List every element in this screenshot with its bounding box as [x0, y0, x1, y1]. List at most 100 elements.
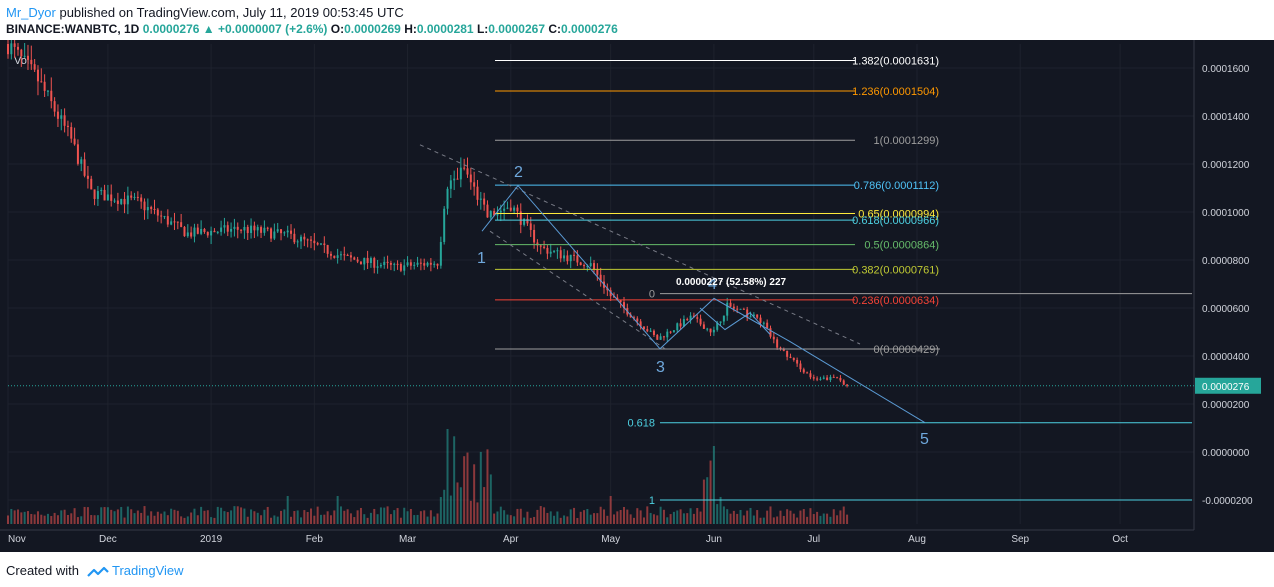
volume-bar: [503, 510, 506, 524]
volume-bar: [759, 517, 762, 524]
volume-bar: [386, 506, 389, 524]
volume-bar: [526, 511, 529, 524]
candle-body: [263, 227, 266, 233]
candle-body: [493, 211, 496, 216]
volume-bar: [706, 477, 709, 524]
volume-bar: [736, 513, 739, 524]
candle-body: [260, 227, 263, 233]
candle-body: [236, 226, 239, 230]
candle-body: [819, 378, 822, 380]
candle-body: [140, 197, 143, 202]
volume-bar: [333, 510, 336, 524]
volume-bar: [752, 515, 755, 524]
volume-bar: [260, 515, 263, 524]
candle-body: [136, 196, 139, 198]
volume-bar: [466, 452, 469, 524]
y-tick-label: 0.0000200: [1202, 400, 1250, 411]
candle-body: [483, 198, 486, 205]
wave-label: 4: [708, 276, 717, 293]
created-with: Created with TradingView: [6, 563, 184, 578]
candle-body: [762, 322, 765, 324]
volume-bar: [672, 511, 675, 524]
volume-bar: [43, 515, 46, 524]
candle-body: [543, 246, 546, 248]
candle-body: [280, 229, 283, 234]
tradingview-brand[interactable]: TradingView: [112, 563, 184, 578]
volume-bar: [483, 487, 486, 524]
open-value: 0.0000269: [344, 22, 401, 36]
candle-body: [70, 127, 73, 139]
volume-bar: [739, 509, 742, 524]
volume-bar: [842, 506, 845, 524]
candle-body: [283, 232, 286, 234]
volume-bar: [13, 510, 16, 524]
volume-bar: [722, 506, 725, 524]
candle-body: [416, 262, 419, 265]
author-link[interactable]: Mr_Dyor: [6, 5, 56, 20]
candle-body: [619, 300, 622, 303]
chart-area[interactable]: 0.0001600 0.0001400 0.0001200 0.0001000 0.00…: [0, 40, 1274, 552]
candle-body: [836, 377, 839, 379]
candle-body: [449, 180, 452, 189]
candle-body: [782, 349, 785, 351]
candle-body: [519, 211, 522, 225]
volume-bar: [696, 508, 699, 524]
volume-bar: [662, 509, 665, 524]
volume-bar: [63, 509, 66, 524]
candle-body: [379, 265, 382, 267]
candle-body: [166, 216, 169, 225]
candle-body: [496, 212, 499, 216]
volume-bar: [506, 514, 509, 524]
volume-bar: [742, 515, 745, 524]
volume-bar: [473, 464, 476, 524]
candle-body: [559, 250, 562, 259]
volume-bar: [579, 511, 582, 524]
candle-body: [13, 43, 16, 47]
candle-body: [103, 189, 106, 201]
candle-body: [676, 323, 679, 331]
candle-body: [583, 265, 586, 267]
candle-body: [116, 200, 119, 204]
fib-level-label: 1.236(0.0001504): [852, 86, 939, 98]
volume-bar: [519, 508, 522, 524]
price-chart[interactable]: 0.0001600 0.0001400 0.0001200 0.0001000 0.00…: [0, 40, 1274, 552]
candle-body: [812, 377, 815, 379]
candle-body: [326, 245, 329, 254]
candle-body: [200, 229, 203, 234]
candle-body: [246, 226, 249, 234]
candle-body: [789, 356, 792, 358]
volume-bar: [140, 512, 143, 524]
volume-bar: [183, 517, 186, 524]
volume-bar: [709, 460, 712, 524]
volume-bar: [586, 508, 589, 524]
symbol-label[interactable]: BINANCE:WANBTC, 1D: [6, 22, 140, 36]
candle-body: [216, 231, 219, 233]
candle-body: [256, 227, 259, 231]
candle-body: [413, 264, 416, 266]
volume-bar: [389, 514, 392, 524]
x-tick-label: Sep: [1011, 534, 1029, 545]
candle-body: [73, 138, 76, 145]
candle-body: [296, 241, 299, 243]
fib-level-label: 0.382(0.0000761): [852, 264, 939, 276]
volume-bar: [56, 515, 59, 524]
volume-bar: [819, 515, 822, 524]
volume-bar: [300, 517, 303, 524]
fib-level-label: 0.236(0.0000634): [852, 295, 939, 307]
candle-body: [223, 225, 226, 228]
candle-body: [150, 207, 153, 209]
candle-body: [652, 330, 655, 335]
volume-bar: [499, 506, 502, 524]
candle-body: [436, 263, 439, 266]
volume-bar: [606, 515, 609, 524]
candle-body: [446, 188, 449, 209]
candle-body: [100, 189, 103, 192]
candle-body: [539, 245, 542, 247]
volume-bar: [373, 508, 376, 524]
candle-body: [439, 241, 442, 266]
candle-body: [376, 266, 379, 268]
volume-bar: [276, 516, 279, 524]
volume-bar: [193, 508, 196, 524]
volume-bar: [200, 506, 203, 524]
candle-body: [20, 49, 23, 57]
